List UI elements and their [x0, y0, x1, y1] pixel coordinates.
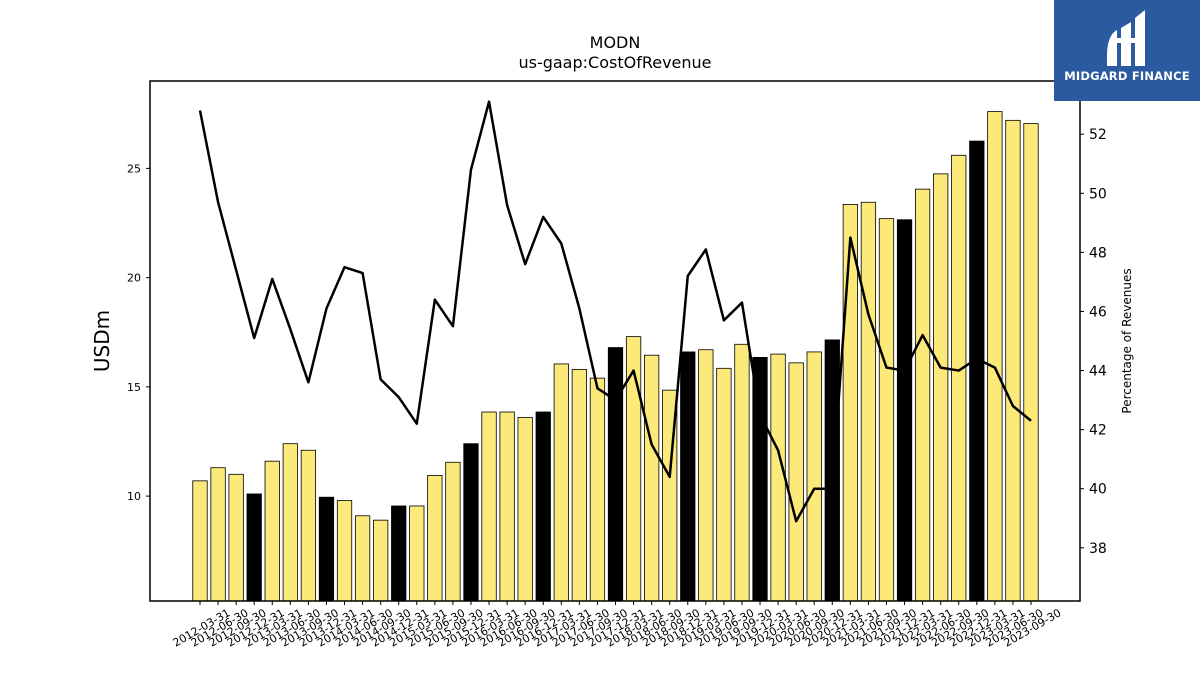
bar-2022-06-30 [933, 173, 949, 602]
bar-2012-12-31 [246, 493, 262, 602]
bar-2012-06-30 [210, 467, 226, 602]
bar-2013-03-31 [264, 460, 280, 602]
bar-2020-12-31 [824, 339, 840, 602]
bar-2013-12-31 [318, 496, 335, 602]
bar-2013-06-30 [282, 443, 298, 602]
bar-2023-03-31 [987, 111, 1003, 602]
chart-title: MODN [590, 33, 641, 52]
bar-2014-06-30 [354, 515, 371, 602]
bar-2014-09-30 [373, 519, 389, 602]
bar-2015-12-31 [463, 443, 479, 602]
bar-2016-03-31 [481, 411, 497, 602]
right-y-tick-label: 38 [1089, 541, 1107, 557]
bar-2017-06-30 [571, 368, 587, 602]
bar-2019-09-30 [734, 343, 750, 602]
bar-2020-03-31 [770, 353, 786, 602]
bar-2017-09-30 [589, 377, 606, 602]
bar-2022-03-31 [914, 188, 931, 602]
bar-2023-06-30 [1005, 119, 1021, 602]
left-y-tick-label: 15 [127, 381, 141, 394]
bar-2015-03-31 [409, 505, 425, 602]
bar-2022-12-31 [969, 140, 985, 602]
left-y-axis: 10 15 20 25 [127, 162, 150, 503]
bar-2016-09-30 [517, 417, 533, 602]
bar-2016-06-30 [499, 411, 515, 602]
midgard-logo-icon [1107, 10, 1145, 66]
right-y-tick-label: 52 [1089, 127, 1107, 143]
bar-2019-06-30 [716, 367, 732, 602]
bar-2018-06-30 [644, 354, 660, 602]
bar-2013-09-30 [300, 449, 317, 602]
bar-2021-09-30 [878, 218, 895, 602]
bar-2014-12-31 [391, 505, 407, 602]
right-y-tick-label: 46 [1089, 304, 1107, 320]
right-y-tick-label: 40 [1089, 482, 1107, 498]
right-y-tick-label: 50 [1089, 186, 1107, 202]
bar-2012-09-30 [228, 473, 244, 602]
bar-2019-03-31 [698, 349, 714, 602]
left-y-tick-label: 25 [127, 162, 141, 175]
bar-2022-09-30 [951, 154, 967, 602]
right-y-tick-label: 44 [1089, 364, 1107, 380]
bar-2020-09-30 [806, 351, 822, 602]
left-y-tick-label: 20 [127, 272, 141, 285]
chart-subtitle: us-gaap:CostOfRevenue [518, 53, 711, 72]
bar-2021-12-31 [896, 219, 913, 602]
bar-2020-06-30 [788, 362, 804, 602]
bar-2019-12-31 [752, 356, 768, 602]
bar-2018-12-31 [680, 351, 696, 602]
bar-2015-09-30 [445, 461, 461, 602]
right-y-axis-label: Percentage of Revenues [1120, 268, 1134, 413]
bar-2023-09-30 [1023, 123, 1039, 602]
bar-2017-03-31 [553, 363, 569, 602]
percentage-line-series [198, 100, 1032, 523]
bar-2016-12-31 [535, 411, 551, 602]
brand-name: MIDGARD FINANCE [1064, 69, 1190, 83]
bar-2015-06-30 [427, 474, 443, 602]
bar-2018-03-31 [625, 336, 642, 602]
x-axis: 2012-03-312012-06-302012-09-302012-12-31… [171, 601, 1064, 650]
left-y-axis-label: USDm [90, 310, 114, 372]
percentage-line [198, 100, 1032, 523]
bar-2012-03-31 [192, 480, 208, 602]
right-y-axis: 38 40 42 44 46 48 50 52 [1080, 127, 1107, 557]
bar-2017-12-31 [607, 347, 624, 602]
right-y-tick-label: 42 [1089, 423, 1107, 439]
bar-2014-03-31 [336, 500, 353, 602]
right-y-tick-label: 48 [1089, 245, 1107, 261]
left-y-tick-label: 10 [127, 490, 141, 503]
bar-2021-06-30 [860, 201, 877, 602]
